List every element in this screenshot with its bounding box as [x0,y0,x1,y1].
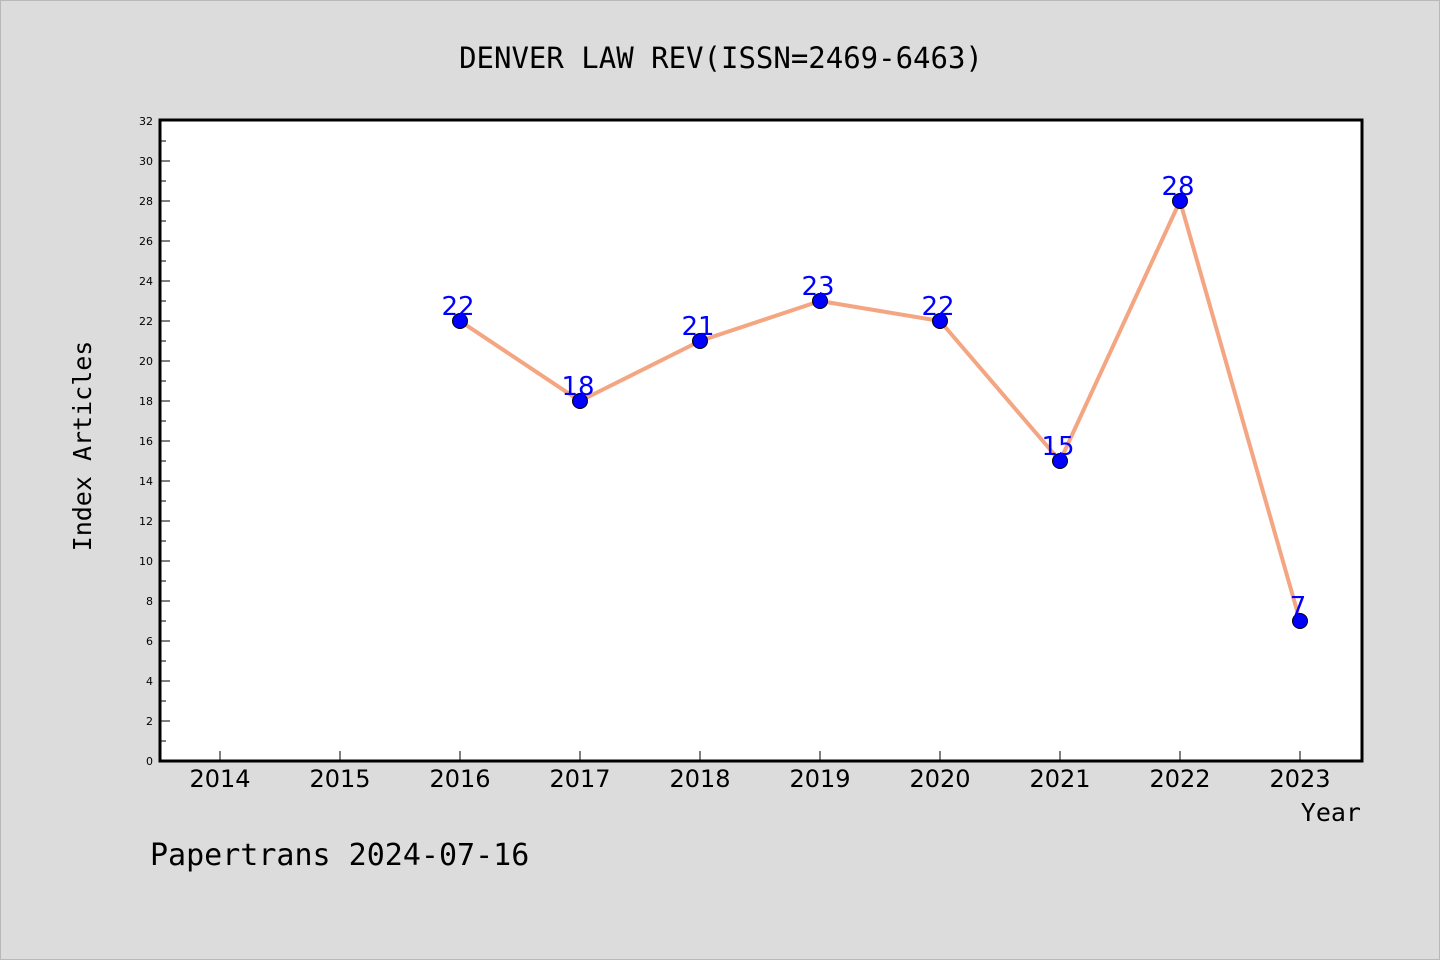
y-tick-label-24: 24 [139,275,153,288]
x-tick-label-2014: 2014 [189,765,250,793]
data-label-2022: 28 [1161,172,1194,202]
x-tick-label-2021: 2021 [1029,765,1090,793]
y-tick-label-0: 0 [146,755,153,768]
y-tick-label-30: 30 [139,155,153,168]
y-tick-label-16: 16 [139,435,153,448]
x-tick-label-2018: 2018 [669,765,730,793]
y-tick-label-22: 22 [139,315,153,328]
data-point-2016 [452,313,468,329]
y-tick-label-18: 18 [139,395,153,408]
data-point-2022 [1172,193,1188,209]
data-point-2018 [692,333,708,349]
y-tick-label-14: 14 [139,475,153,488]
x-tick-label-2019: 2019 [789,765,850,793]
y-tick-label-28: 28 [139,195,153,208]
x-tick-label-2022: 2022 [1149,765,1210,793]
data-point-2020 [932,313,948,329]
x-tick-label-2015: 2015 [309,765,370,793]
y-tick-label-6: 6 [146,635,153,648]
footer-note: Papertrans 2024-07-16 [150,838,529,873]
y-tick-label-12: 12 [139,515,153,528]
data-point-2019 [812,293,828,309]
y-tick-label-26: 26 [139,235,153,248]
data-point-2017 [572,393,588,409]
data-point-2021 [1052,453,1068,469]
x-axis-title: Year [1301,798,1361,827]
y-tick-label-2: 2 [146,715,153,728]
data-label-2019: 23 [801,272,834,302]
y-tick-label-20: 20 [139,355,153,368]
chart-title: DENVER LAW REV(ISSN=2469-6463) [459,41,983,75]
x-tick-label-2020: 2020 [909,765,970,793]
y-tick-label-4: 4 [146,675,153,688]
x-tick-label-2016: 2016 [429,765,490,793]
x-tick-label-2023: 2023 [1269,765,1330,793]
data-label-2020: 22 [921,292,954,322]
x-tick-label-2017: 2017 [549,765,610,793]
y-tick-label-10: 10 [139,555,153,568]
data-labels: 22 18 21 23 22 15 28 7 [441,172,1306,622]
x-axis: 2014 2015 2016 2017 2018 2019 2020 2021 2022 2023 [189,751,1331,793]
series-layer [452,193,1308,629]
y-axis-title: Index Articles [68,341,97,552]
data-label-2017: 18 [561,372,594,402]
data-label-2021: 15 [1041,432,1074,462]
series-line [458,199,1302,623]
y-tick-label-8: 8 [146,595,153,608]
data-label-2016: 22 [441,292,474,322]
data-label-2018: 21 [681,312,714,342]
plot-area [158,118,1364,763]
data-label-2023: 7 [1290,592,1307,622]
data-point-2023 [1292,613,1308,629]
y-tick-label-32: 32 [139,115,153,128]
